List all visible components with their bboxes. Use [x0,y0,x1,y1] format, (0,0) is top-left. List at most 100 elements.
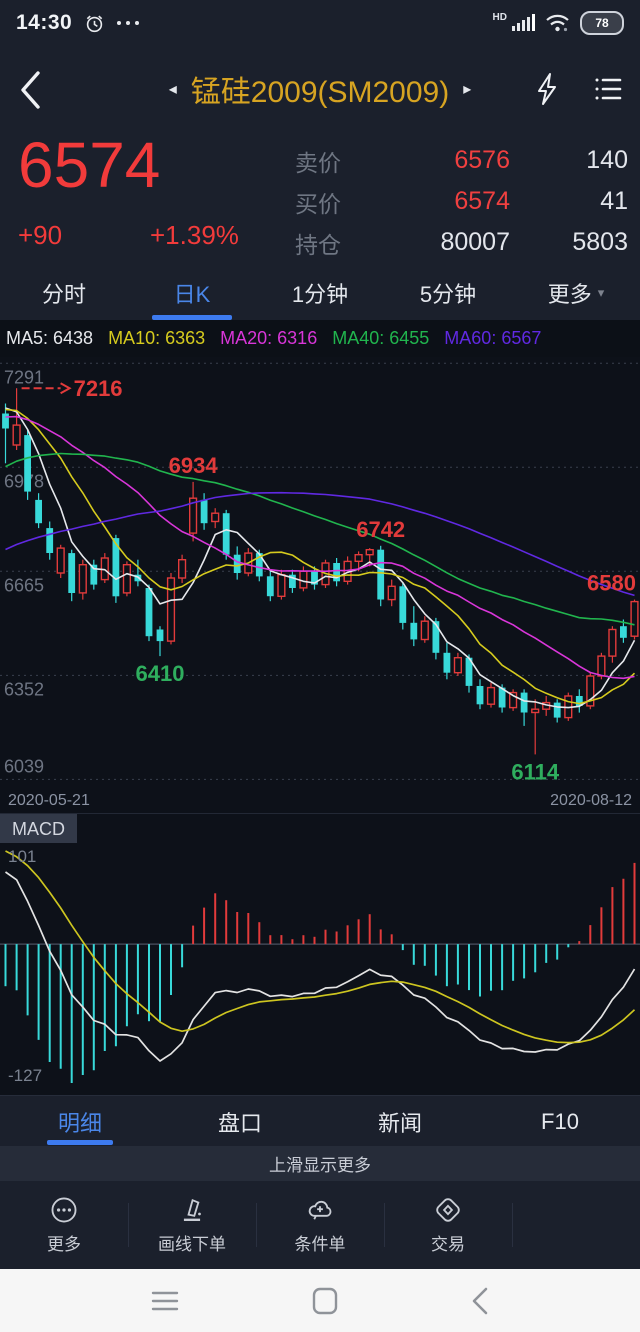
list-menu-icon[interactable] [594,76,622,102]
ma20-value: MA20: 6316 [220,328,318,348]
battery-level: 78 [595,16,609,30]
macd-header: MACD [0,813,640,844]
svg-text:6978: 6978 [4,471,44,491]
ask-row: 卖价 6576 140 [295,144,628,177]
end-date: 2020-08-12 [550,792,632,809]
prev-contract-arrow-icon[interactable]: ◂ [168,81,177,98]
date-axis: 2020-05-21 2020-08-12 [0,789,640,813]
svg-text:6934: 6934 [169,453,219,478]
macd-histogram [4,862,636,1083]
cloud-plus-icon [308,1200,332,1220]
svg-text:7216: 7216 [74,376,123,401]
active-tab-underline [152,315,232,320]
bid-price: 6574 [454,187,510,215]
macd-axis-min: -127 [8,1066,43,1085]
macd-chart-svg [0,850,640,1083]
quote-panel: 6574 +90 +1.39% 卖价 6576 140 买价 6574 41 持… [0,132,640,266]
detail-tab-bar: 明细 盘口 新闻 F10 [0,1095,640,1147]
last-price: 6574 [18,129,161,201]
recents-button[interactable] [150,1288,180,1314]
svg-text:6039: 6039 [4,756,44,776]
trade-diamond-icon [436,1198,460,1222]
back-button[interactable] [12,64,48,116]
clock-time: 14:30 [16,11,73,34]
svg-text:6742: 6742 [356,517,405,542]
price-change-percent: +1.39% [150,220,239,250]
trade-button[interactable]: 交易 [384,1181,512,1269]
tab-pankou[interactable]: 盘口 [217,1110,262,1136]
open-interest-label: 持仓 [295,231,341,258]
open-interest-value: 80007 [440,228,510,256]
ask-label: 卖价 [295,149,341,176]
chevron-down-icon: ▾ [597,285,605,300]
tab-daily-k[interactable]: 日K [128,266,256,320]
ma40-value: MA40: 6455 [332,328,430,348]
toolbar-divider [256,1203,257,1247]
open-interest-row: 持仓 80007 5803 [295,226,628,259]
macd-dea-line [5,850,636,1044]
svg-text:6114: 6114 [511,759,559,784]
tab-mingxi[interactable]: 明细 [0,1096,160,1147]
next-contract-arrow-icon[interactable]: ▸ [463,81,472,98]
candlestick-chart[interactable]: 7291 6978 6665 6352 6039 7216 6934 6742 6580 6410… [0,357,640,789]
nav-back-button[interactable] [470,1286,490,1316]
period-tab-bar: 分时 日K 1分钟 5分钟 更多 ▾ [0,266,640,320]
ma5-value: MA5: 6438 [6,328,94,348]
draw-line-order-button[interactable]: 画线下单 [128,1181,256,1269]
svg-text:6665: 6665 [4,575,44,595]
tab-fenshi[interactable]: 分时 [41,282,86,307]
main-chart-svg: 7291 6978 6665 6352 6039 7216 6934 6742 6580 6410… [0,362,640,784]
home-button[interactable] [311,1286,339,1316]
bid-row: 买价 6574 41 [295,185,628,218]
price-change: +90 [18,220,63,250]
ask-price: 6576 [454,146,510,174]
bid-label: 买价 [295,190,341,217]
swipe-up-hint[interactable]: 上滑显示更多 [0,1146,640,1181]
flash-order-icon[interactable] [534,72,560,106]
ma60-value: MA60: 6567 [444,328,542,348]
toolbar-divider [512,1203,513,1247]
status-bar: 14:30 HD [0,0,640,46]
toolbar-divider [384,1203,385,1247]
signal-icon [511,13,535,33]
ma10-value: MA10: 6363 [108,328,206,348]
notification-dots-icon [117,21,140,25]
bid-volume: 41 [600,187,628,215]
ma-lines-layer [5,407,636,709]
top-panel [0,0,640,321]
ma-legend: MA5: 6438 MA10: 6363 MA20: 6316 MA40: 64… [0,320,640,357]
ask-volume: 140 [586,146,628,174]
more-actions-button[interactable]: 更多 [0,1181,128,1269]
pen-line-icon [183,1198,201,1221]
macd-chart[interactable] [0,843,640,1095]
alarm-icon [84,13,105,34]
tab-f10[interactable]: F10 [541,1108,579,1134]
svg-text:6352: 6352 [4,679,44,699]
contract-title: 锰硅2009(SM2009) [190,76,450,109]
tab-1min[interactable]: 1分钟 [291,282,349,307]
macd-dif-line [5,871,636,1062]
battery-icon: 78 [580,11,624,35]
action-toolbar: 更多 画线下单 条件单 交易 [0,1181,640,1269]
hd-label: HD [492,11,507,23]
conditional-order-button[interactable]: 条件单 [256,1181,384,1269]
header: ◂ 锰硅2009(SM2009) ▸ [0,46,640,132]
start-date: 2020-05-21 [8,792,90,809]
svg-text:6410: 6410 [136,661,185,686]
toolbar-divider [128,1203,129,1247]
tab-xinwen[interactable]: 新闻 [377,1110,422,1136]
active-tab-underline [47,1140,113,1145]
svg-text:7291: 7291 [4,367,44,387]
svg-text:6580: 6580 [587,571,636,596]
macd-indicator-label[interactable]: MACD [0,814,77,844]
tab-5min[interactable]: 5分钟 [419,282,477,307]
quote-table: 卖价 6576 140 买价 6574 41 持仓 80007 5803 [295,144,628,259]
macd-axis-max: 101 [8,847,37,866]
annotations-layer: 7216 6934 6742 6580 6410 6114 [21,376,636,784]
ellipsis-circle-icon [51,1197,77,1223]
android-navbar [0,1269,640,1332]
open-interest-extra: 5803 [572,228,628,256]
tab-more[interactable]: 更多 ▾ [547,282,605,307]
wifi-icon [545,13,570,33]
